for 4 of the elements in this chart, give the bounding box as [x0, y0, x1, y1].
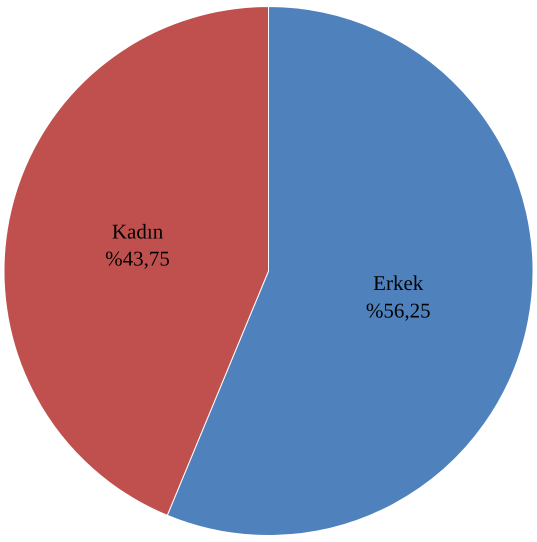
slice-label: Erkek	[373, 271, 424, 296]
slice-label: Kadın	[112, 219, 164, 244]
data-label: %43,75	[105, 246, 170, 271]
data-label: %56,25	[366, 298, 431, 322]
